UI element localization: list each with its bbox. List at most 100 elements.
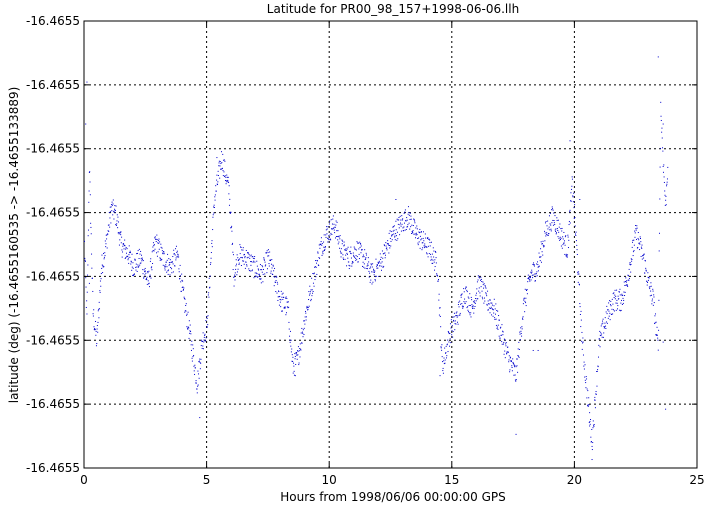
data-point <box>502 330 504 332</box>
data-point <box>284 306 286 308</box>
data-point <box>158 248 160 250</box>
data-point <box>231 244 233 245</box>
data-point <box>498 335 500 337</box>
data-point <box>255 275 257 277</box>
data-point <box>115 205 117 207</box>
data-point <box>204 334 206 336</box>
data-point <box>105 246 107 248</box>
data-point <box>307 308 309 310</box>
data-point <box>333 229 335 231</box>
data-point <box>346 253 348 255</box>
data-point <box>308 294 310 296</box>
data-point <box>236 274 238 276</box>
data-point <box>220 163 222 165</box>
data-point <box>137 264 139 266</box>
data-point <box>601 336 603 338</box>
y-tick-label: -16.4655 <box>26 461 80 475</box>
data-point <box>394 235 396 237</box>
data-point <box>434 269 436 271</box>
data-point <box>238 262 240 264</box>
data-point <box>129 252 131 254</box>
data-point <box>162 252 164 254</box>
data-point <box>139 262 141 264</box>
data-point <box>459 314 461 316</box>
data-point <box>531 269 533 271</box>
data-point <box>375 275 377 277</box>
data-point <box>430 259 432 261</box>
data-point <box>326 233 328 235</box>
data-point <box>519 331 521 333</box>
data-point <box>392 226 394 228</box>
data-point <box>185 305 187 307</box>
data-point <box>235 259 237 261</box>
data-point <box>342 257 344 259</box>
data-point <box>377 261 379 263</box>
data-point <box>169 274 171 276</box>
data-point <box>259 274 261 276</box>
data-point <box>121 249 123 251</box>
data-point <box>589 421 591 423</box>
data-point <box>111 204 113 206</box>
data-point <box>510 360 512 362</box>
data-point <box>93 326 95 328</box>
data-point <box>118 244 120 246</box>
data-point <box>172 256 174 258</box>
data-point <box>336 221 338 223</box>
data-point <box>112 203 114 205</box>
data-point <box>331 223 333 225</box>
data-point <box>239 258 241 260</box>
data-point <box>629 263 631 265</box>
data-point <box>129 252 131 254</box>
data-point <box>430 256 432 258</box>
data-point <box>658 232 660 234</box>
data-point <box>518 341 520 343</box>
data-point <box>626 284 628 286</box>
data-point <box>369 281 371 283</box>
data-point <box>647 279 649 281</box>
data-point <box>504 357 506 359</box>
data-point <box>382 257 384 259</box>
data-point <box>101 264 103 266</box>
data-point <box>665 204 667 206</box>
data-point <box>229 211 231 213</box>
data-point <box>450 327 452 329</box>
data-point <box>164 267 166 269</box>
data-point <box>561 230 563 232</box>
data-point <box>536 271 538 273</box>
data-point <box>389 230 391 232</box>
data-point <box>176 255 178 257</box>
data-point <box>492 309 494 311</box>
data-point <box>540 256 542 258</box>
data-point <box>95 330 97 332</box>
data-point <box>264 265 266 267</box>
data-point <box>92 290 94 292</box>
data-point <box>331 234 333 236</box>
data-point <box>444 347 446 349</box>
data-point <box>165 264 167 266</box>
data-point <box>613 309 615 311</box>
data-point <box>654 315 656 317</box>
data-point <box>423 240 425 242</box>
data-point <box>146 276 148 278</box>
data-point <box>398 219 400 221</box>
data-point <box>337 243 339 245</box>
data-point <box>95 334 97 336</box>
data-point <box>388 244 390 246</box>
data-point <box>576 244 578 246</box>
data-point <box>222 175 224 177</box>
data-point <box>514 374 516 376</box>
data-point <box>96 328 98 330</box>
data-point <box>257 275 259 277</box>
data-point <box>223 171 225 173</box>
data-point <box>380 256 382 258</box>
data-point <box>340 256 342 258</box>
data-point <box>362 256 364 258</box>
data-point <box>175 248 177 250</box>
data-point <box>396 235 398 237</box>
data-point <box>225 176 227 178</box>
data-point <box>350 257 352 259</box>
data-point <box>513 363 515 365</box>
data-point <box>592 420 594 422</box>
data-point <box>464 288 466 290</box>
data-point <box>98 301 100 303</box>
